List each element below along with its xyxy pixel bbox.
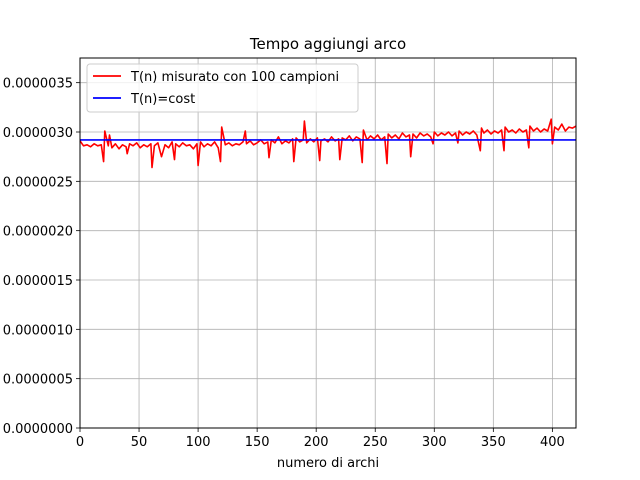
legend-label-constant: T(n)=cost: [130, 92, 195, 107]
x-tick-label: 350: [481, 435, 506, 450]
y-tick-label: 0.0000005: [3, 373, 73, 388]
y-tick-label: 0.0000025: [3, 175, 73, 190]
x-tick-label: 250: [363, 435, 388, 450]
x-tick-label: 0: [76, 435, 84, 450]
x-axis-ticks: 0 50 100 150 200 250 300 350 400: [76, 428, 565, 450]
chart-title: Tempo aggiungi arco: [249, 35, 406, 53]
x-axis-label: numero di archi: [277, 456, 379, 471]
x-tick-label: 300: [422, 435, 447, 450]
y-tick-label: 0.0000035: [3, 77, 73, 92]
legend-label-measured: T(n) misurato con 100 campioni: [130, 70, 339, 85]
y-tick-label: 0.0000010: [3, 323, 73, 338]
x-tick-label: 200: [304, 435, 329, 450]
y-tick-label: 0.0000020: [3, 225, 73, 240]
x-tick-label: 50: [131, 435, 148, 450]
x-tick-label: 150: [245, 435, 270, 450]
legend: T(n) misurato con 100 campioni T(n)=cost: [86, 63, 359, 113]
y-tick-label: 0.0000030: [3, 126, 73, 141]
y-tick-label: 0.0000000: [3, 422, 73, 437]
measured-series-line: [79, 118, 577, 169]
legend-box: [86, 63, 359, 113]
y-tick-label: 0.0000015: [3, 274, 73, 289]
y-axis-ticks: 0.0000000 0.0000005 0.0000010 0.0000015 0.00…: [3, 77, 80, 437]
plot-frame: [79, 57, 577, 429]
x-tick-label: 400: [540, 435, 565, 450]
x-tick-label: 100: [186, 435, 211, 450]
series-lines: [79, 118, 577, 169]
